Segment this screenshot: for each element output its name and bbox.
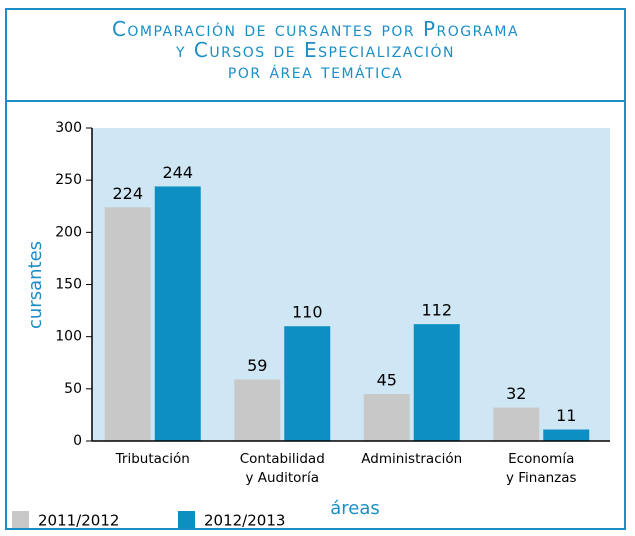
x-tick-label: Economía y Finanzas xyxy=(505,451,577,486)
y-tick-label: 200 xyxy=(55,224,82,240)
data-label: 11 xyxy=(556,406,576,425)
chart-title: por área temática xyxy=(227,59,404,83)
frame xyxy=(5,8,626,530)
legend-swatch xyxy=(178,511,195,528)
y-tick-label: 150 xyxy=(55,277,82,293)
bar xyxy=(413,324,460,441)
legend-label: 2012/2013 xyxy=(204,512,285,530)
bar xyxy=(493,407,540,441)
data-label: 224 xyxy=(112,184,143,203)
chart-title: Comparación de cursantes por Programa xyxy=(111,17,520,41)
legend-label: 2011/2012 xyxy=(38,512,119,530)
y-tick-label: 250 xyxy=(55,172,82,188)
data-label: 112 xyxy=(421,301,452,320)
chart-title: y Cursos de Especialización xyxy=(175,38,456,62)
bar xyxy=(154,186,201,441)
x-tick-label: Administración xyxy=(361,451,463,467)
bar xyxy=(104,207,151,441)
data-label: 110 xyxy=(292,303,323,322)
bar xyxy=(284,326,331,441)
y-tick-label: 0 xyxy=(73,433,82,449)
x-tick-label: Tributación xyxy=(115,451,190,467)
y-axis-label: cursantes xyxy=(25,241,46,329)
bar xyxy=(363,394,410,441)
x-axis-label: áreas xyxy=(330,498,380,519)
data-label: 32 xyxy=(506,384,526,403)
x-tick-label: Contabilidad y Auditoría xyxy=(239,451,325,486)
legend-swatch xyxy=(12,511,29,528)
y-tick-label: 100 xyxy=(55,329,82,345)
y-tick-label: 50 xyxy=(64,381,82,397)
bar xyxy=(543,429,590,441)
data-label: 59 xyxy=(247,356,267,375)
title-box: Comparación de cursantes por Programa y … xyxy=(5,8,626,102)
data-label: 244 xyxy=(162,163,193,182)
bar xyxy=(234,379,281,441)
data-label: 45 xyxy=(377,371,397,390)
y-tick-label: 300 xyxy=(55,120,82,136)
